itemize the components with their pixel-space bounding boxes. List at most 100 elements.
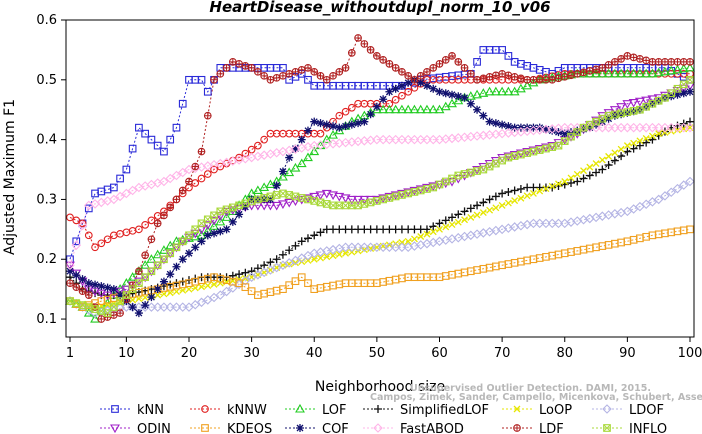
data-point-cof [66, 267, 74, 275]
data-point-ldf [142, 252, 149, 259]
data-point-ldf [242, 63, 249, 70]
data-point-ldf [536, 77, 543, 84]
data-point-ldf [442, 57, 449, 64]
data-point-cof [473, 106, 481, 114]
data-point-cof [97, 282, 105, 290]
data-point-ldf [593, 66, 600, 73]
data-point-ldf [73, 284, 80, 291]
data-point-ldf [668, 59, 675, 66]
data-point-ldf [217, 71, 224, 78]
x-tick-label: 30 [243, 346, 260, 361]
data-point-ldf [286, 71, 293, 78]
data-point-ldf [136, 268, 143, 275]
data-point-ldf [424, 69, 431, 76]
data-point-ldf [330, 73, 337, 80]
data-point-ldf [511, 74, 518, 81]
data-point-cof [129, 303, 137, 311]
data-point-ldf [255, 69, 262, 76]
y-axis-label: Adjusted Maximum F1 [2, 99, 18, 255]
data-point-cof [166, 270, 174, 278]
data-point-ldf [280, 73, 287, 80]
legend-label-knnw: kNNW [227, 403, 267, 418]
legend-label-kdeos: KDEOS [227, 422, 272, 434]
data-point-cof [273, 181, 281, 189]
data-point-ldf [555, 75, 562, 82]
data-point-cof [279, 168, 287, 176]
data-point-cof [367, 110, 375, 118]
data-point-ldf [67, 280, 74, 287]
data-point-ldf [674, 59, 681, 66]
data-point-cof [379, 95, 387, 103]
data-point-cof [141, 301, 149, 309]
legend-label-fastabod: FastABOD [400, 422, 464, 434]
data-point-cof [492, 119, 500, 127]
data-point-cof [154, 285, 162, 293]
data-point-cof [104, 284, 112, 292]
data-point-ldf [305, 65, 312, 72]
data-point-cof [91, 281, 99, 289]
data-point-cof [323, 121, 331, 129]
data-point-ldf [449, 53, 456, 60]
data-point-ldf [630, 54, 637, 61]
data-point-ldf [680, 59, 687, 66]
data-point-ldf [173, 196, 180, 203]
x-tick-label: 10 [118, 346, 135, 361]
data-point-ldf [405, 73, 412, 80]
data-point-ldf [392, 65, 399, 72]
data-point-cof [373, 103, 381, 111]
data-point-cof [454, 92, 462, 100]
data-point-ldf [480, 75, 487, 82]
data-point-cof [235, 210, 243, 218]
x-tick-label: 20 [181, 346, 198, 361]
data-point-ldf [524, 77, 531, 84]
x-tick-label: 70 [494, 346, 511, 361]
data-point-ldf [599, 65, 606, 72]
legend-marker-cof [296, 424, 304, 432]
data-point-ldf [493, 72, 500, 79]
data-point-ldf [292, 69, 299, 76]
legend-label-ldf: LDF [539, 422, 564, 434]
data-point-ldf [355, 35, 362, 42]
data-point-ldf [543, 77, 550, 84]
data-point-cof [442, 89, 450, 97]
y-tick-label: 0.3 [36, 192, 57, 207]
y-tick-label: 0.2 [36, 252, 57, 267]
data-point-cof [85, 279, 93, 287]
data-point-ldf [154, 220, 161, 227]
data-point-cof [72, 271, 80, 279]
data-point-ldf [111, 312, 118, 319]
data-point-ldf [179, 187, 186, 194]
data-point-ldf [273, 75, 280, 82]
data-point-ldf [474, 77, 481, 84]
y-tick-label: 0.1 [36, 312, 57, 327]
data-point-cof [348, 121, 356, 129]
data-point-ldf [336, 69, 343, 76]
data-point-cof [185, 249, 193, 257]
data-point-cof [210, 229, 218, 237]
data-point-ldf [211, 77, 218, 84]
data-point-ldf [386, 61, 393, 68]
data-point-ldf [198, 148, 205, 155]
x-tick-label: 60 [431, 346, 448, 361]
data-point-ldf [204, 112, 211, 119]
data-point-ldf [561, 74, 568, 81]
data-point-ldf [461, 65, 468, 72]
data-point-cof [479, 112, 487, 120]
data-point-cof [498, 121, 506, 129]
x-tick-label: 50 [369, 346, 386, 361]
data-point-ldf [530, 77, 537, 84]
data-point-ldf [574, 71, 581, 78]
data-point-cof [335, 124, 343, 132]
data-point-ldf [499, 71, 506, 78]
data-point-ldf [267, 77, 274, 84]
legend-label-odin: ODIN [137, 422, 171, 434]
data-point-ldf [374, 53, 381, 60]
data-point-ldf [618, 56, 625, 63]
data-point-ldf [605, 62, 612, 69]
x-tick-label: 40 [306, 346, 323, 361]
data-point-ldf [436, 61, 443, 68]
data-point-cof [304, 127, 312, 135]
data-point-ldf [399, 69, 406, 76]
data-point-cof [360, 118, 368, 126]
data-point-ldf [98, 316, 105, 323]
